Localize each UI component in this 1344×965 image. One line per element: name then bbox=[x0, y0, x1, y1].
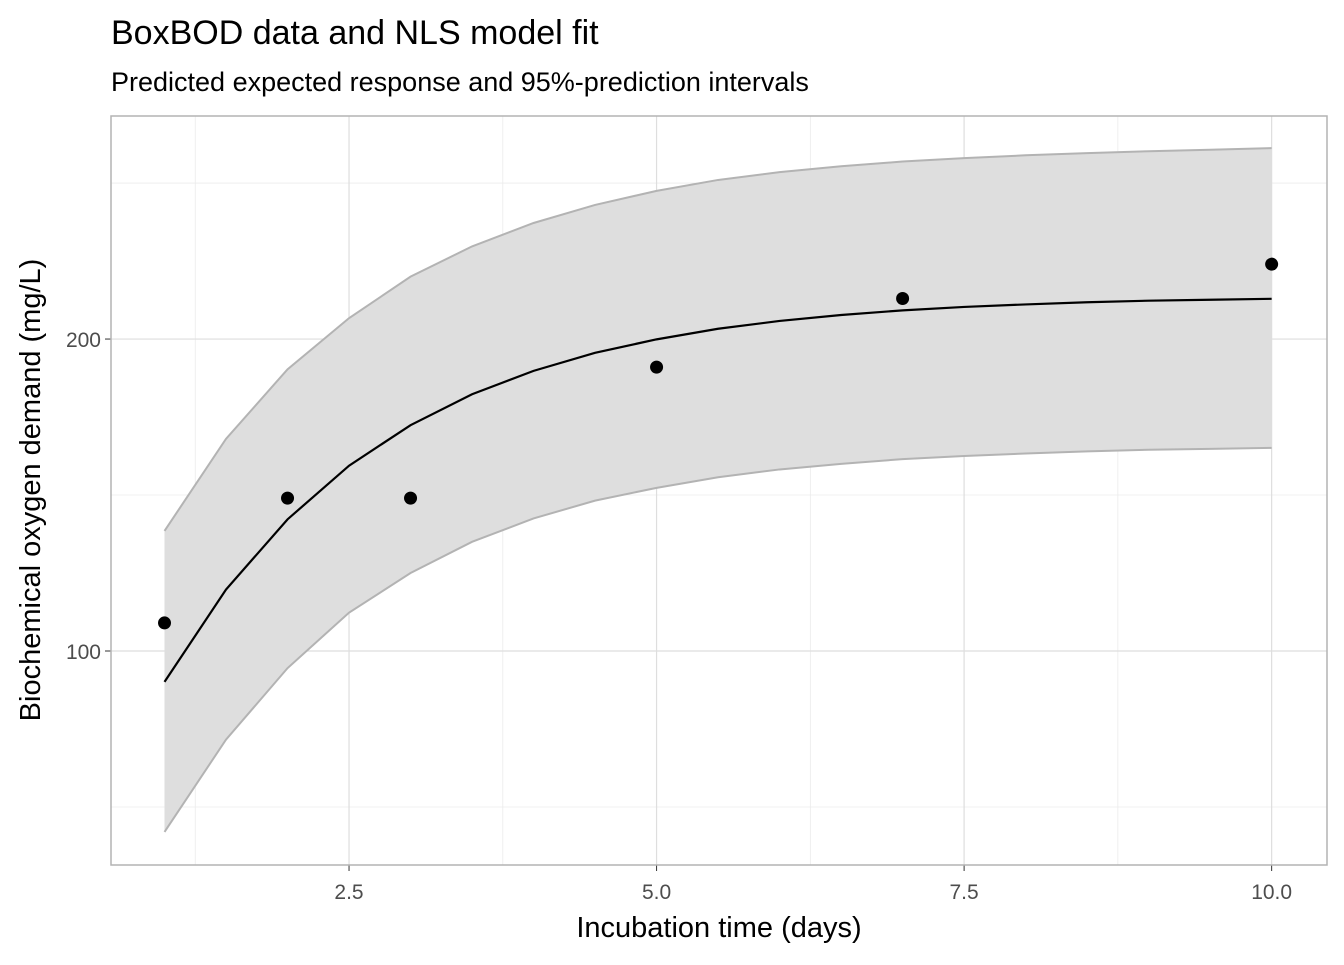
y-axis-title: Biochemical oxygen demand (mg/L) bbox=[15, 259, 47, 722]
x-tick-label: 7.5 bbox=[950, 881, 979, 904]
panel-border bbox=[110, 115, 1328, 866]
data-point bbox=[158, 616, 172, 630]
data-point bbox=[1265, 257, 1279, 271]
fit-line bbox=[163, 297, 1272, 683]
y-tick-label: 100 bbox=[66, 641, 101, 664]
upper-bound bbox=[163, 147, 1272, 532]
data-point bbox=[404, 491, 418, 505]
data-point bbox=[281, 491, 295, 505]
y-tick-label: 200 bbox=[66, 329, 101, 352]
chart-subtitle: Predicted expected response and 95%-pred… bbox=[111, 67, 809, 97]
data-point bbox=[896, 291, 910, 305]
data-point bbox=[650, 360, 664, 374]
x-axis-title: Incubation time (days) bbox=[576, 912, 861, 944]
x-tick-label: 2.5 bbox=[334, 881, 363, 904]
lower-bound bbox=[163, 446, 1272, 833]
chart-title: BoxBOD data and NLS model fit bbox=[111, 14, 599, 52]
x-tick-label: 5.0 bbox=[642, 881, 671, 904]
x-tick-label: 10.0 bbox=[1251, 881, 1292, 904]
prediction-band bbox=[164, 148, 1272, 832]
